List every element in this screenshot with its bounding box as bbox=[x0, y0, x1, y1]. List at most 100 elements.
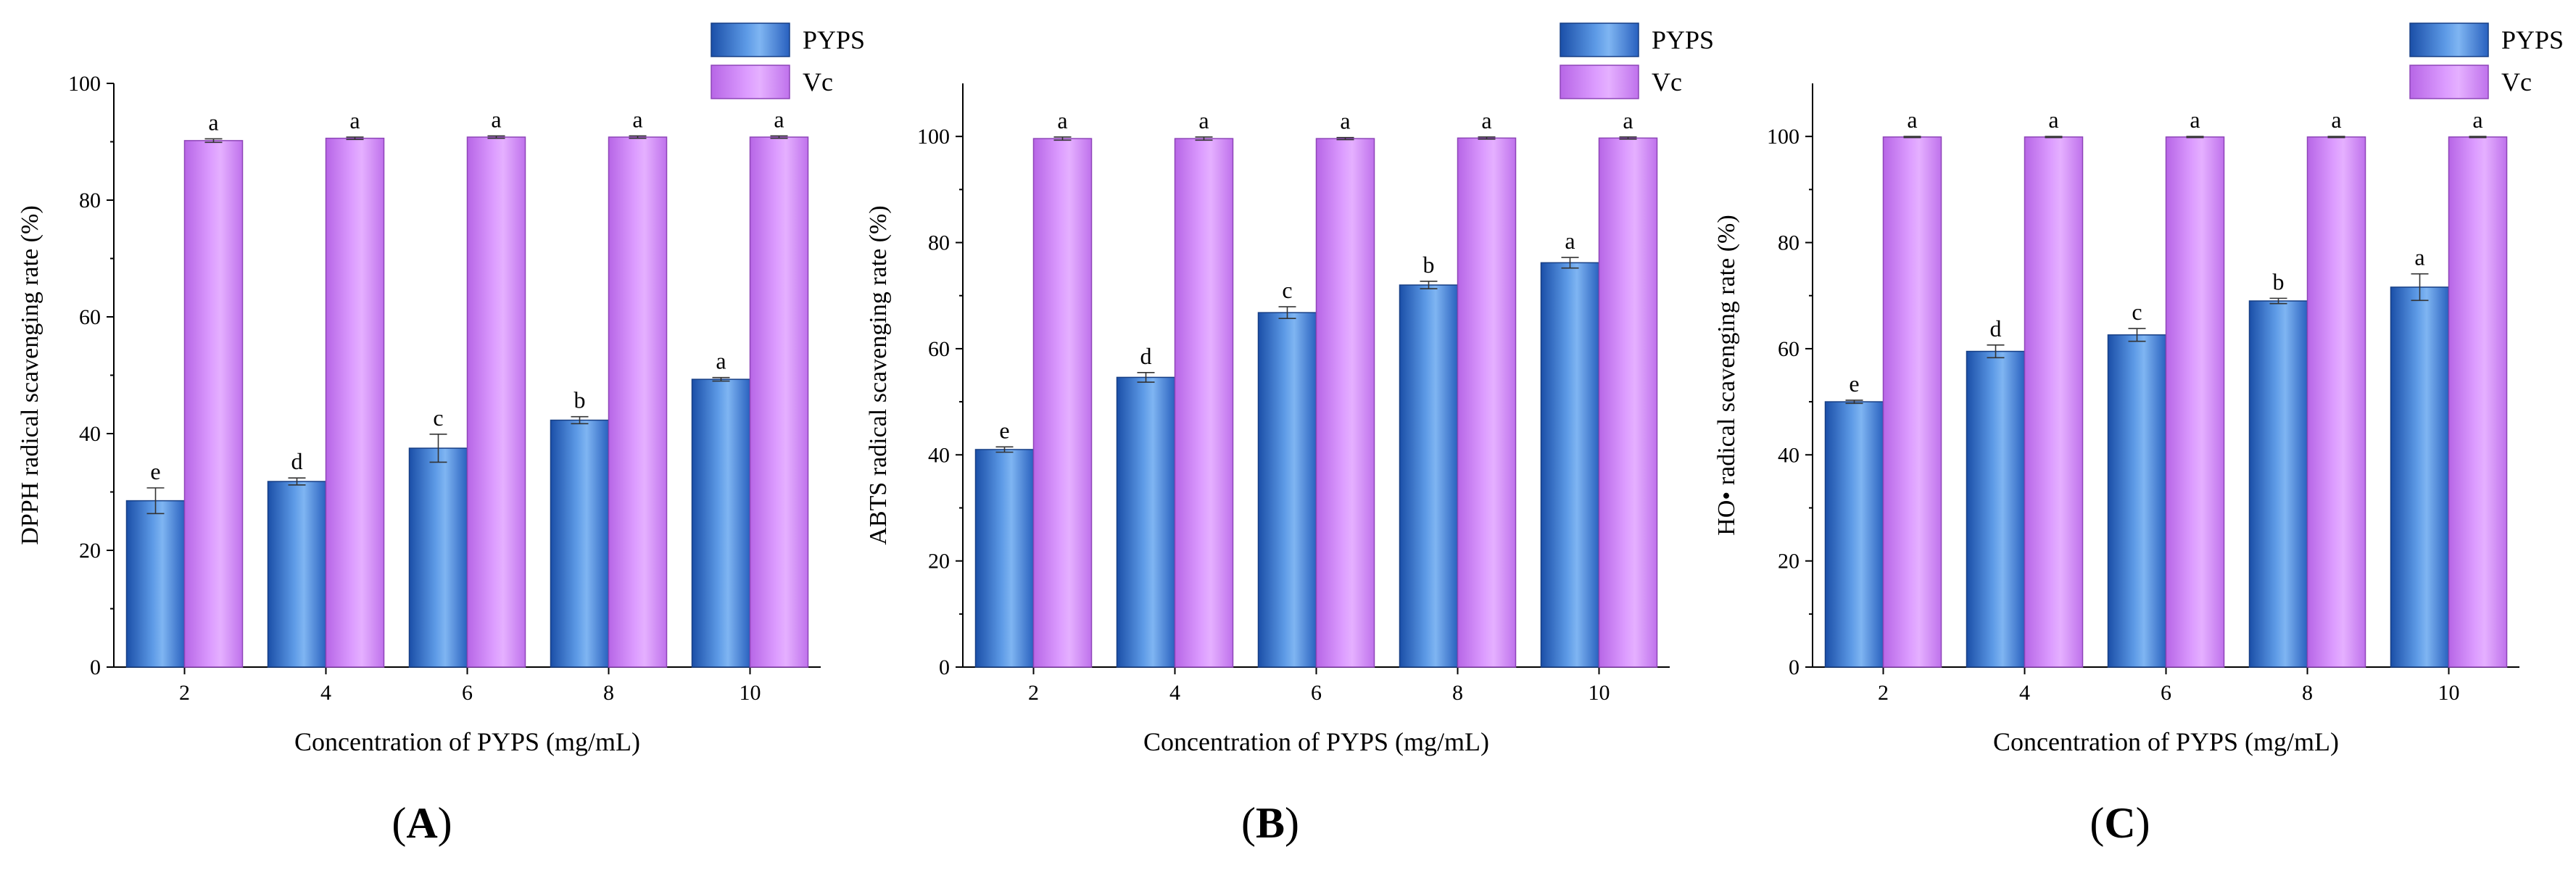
error-bar bbox=[204, 138, 223, 144]
y-tick-label: 100 bbox=[1767, 125, 1800, 149]
significance-letter: a bbox=[2190, 107, 2200, 133]
x-tick-label: 2 bbox=[1878, 681, 1889, 705]
x-tick-label: 10 bbox=[1589, 681, 1610, 705]
error-bar bbox=[1278, 306, 1296, 319]
error-bar bbox=[629, 135, 647, 139]
x-axis-title: Concentration of PYPS (mg/mL) bbox=[1993, 727, 2339, 756]
y-tick-label: 40 bbox=[1778, 443, 1800, 467]
x-tick-label: 8 bbox=[1452, 681, 1463, 705]
bar-pyps bbox=[125, 500, 186, 668]
x-tick-label: 6 bbox=[462, 681, 473, 705]
significance-letter: d bbox=[1990, 315, 2002, 342]
error-bar bbox=[1987, 344, 2005, 359]
significance-letter: a bbox=[491, 106, 501, 132]
bar-pyps bbox=[267, 481, 327, 668]
error-bar bbox=[1420, 281, 1438, 290]
error-bar bbox=[2411, 273, 2429, 302]
legend-swatch-pyps bbox=[711, 22, 790, 57]
y-tick-label: 60 bbox=[928, 337, 950, 361]
error-bar bbox=[712, 376, 730, 382]
legend-swatch-vc bbox=[2409, 65, 2489, 99]
significance-letter: a bbox=[1340, 108, 1350, 134]
bar-vc bbox=[1598, 137, 1658, 668]
y-tick-label: 0 bbox=[90, 655, 101, 679]
error-bar bbox=[146, 487, 165, 515]
significance-letter: b bbox=[1423, 252, 1435, 278]
panel-label: (B) bbox=[1241, 799, 1299, 847]
bar-pyps bbox=[2248, 300, 2308, 668]
y-tick-label: 100 bbox=[68, 72, 101, 96]
legend-label-vc: Vc bbox=[803, 67, 833, 96]
x-tick-label: 2 bbox=[179, 681, 190, 705]
panel-label-open-paren: ( bbox=[392, 799, 406, 847]
bar-vc bbox=[1174, 138, 1234, 668]
panel-label-letter: B bbox=[1256, 799, 1285, 847]
x-tick-label: 10 bbox=[2438, 681, 2460, 705]
x-axis-title: Concentration of PYPS (mg/mL) bbox=[294, 727, 640, 756]
panel-label-open-paren: ( bbox=[2090, 799, 2104, 847]
error-bar bbox=[2469, 136, 2487, 138]
y-axis-title: ABTS radical scavenging rate (%) bbox=[865, 205, 892, 545]
legend-label-vc: Vc bbox=[1652, 67, 1682, 96]
chart-panel-a: 0 20 40 60 80 100 2 e a 4 d a 6 c a 8 b a 10 a a Concentratio… bbox=[17, 22, 865, 847]
bar-pyps bbox=[2390, 286, 2450, 668]
bar-vc bbox=[2306, 136, 2366, 668]
y-tick-label: 0 bbox=[1789, 655, 1800, 679]
y-tick-label: 80 bbox=[928, 231, 950, 255]
error-bar bbox=[1561, 257, 1579, 269]
error-bar bbox=[2045, 136, 2063, 138]
panel-label-letter: C bbox=[2104, 799, 2135, 847]
legend-label-pyps: PYPS bbox=[803, 25, 865, 54]
bar-pyps bbox=[1966, 350, 2026, 668]
significance-letter: c bbox=[2132, 299, 2142, 325]
bar-pyps bbox=[408, 447, 468, 668]
y-axis-title: DPPH radical scavenging rate (%) bbox=[17, 205, 44, 545]
legend-label-pyps: PYPS bbox=[2501, 25, 2564, 54]
chart-panel-c: 0 20 40 60 80 100 2 e a 4 d a 6 c a 8 b a 10 a a Concentratio… bbox=[1713, 22, 2564, 847]
error-bar bbox=[346, 136, 364, 141]
legend-label-pyps: PYPS bbox=[1652, 25, 1714, 54]
x-tick-label: 4 bbox=[1169, 681, 1180, 705]
significance-letter: c bbox=[433, 405, 443, 431]
y-tick-label: 40 bbox=[928, 443, 950, 467]
bar-vc bbox=[749, 136, 809, 668]
error-bar bbox=[571, 415, 589, 425]
panel-label: (C) bbox=[2090, 799, 2150, 847]
significance-letter: a bbox=[716, 348, 726, 374]
bar-vc bbox=[2165, 136, 2225, 668]
error-bar bbox=[1137, 372, 1155, 383]
y-tick-label: 60 bbox=[79, 305, 101, 329]
y-tick-label: 20 bbox=[1778, 550, 1800, 574]
chart-panel-b: 0 20 40 60 80 100 2 e a 4 d a 6 c a 8 b a 10 a a Concentratio… bbox=[865, 22, 1714, 847]
significance-letter: a bbox=[1623, 107, 1633, 133]
significance-letter: a bbox=[1907, 107, 1917, 133]
legend-swatch-pyps bbox=[1560, 22, 1639, 57]
error-bar bbox=[1195, 136, 1213, 141]
error-bar bbox=[2327, 136, 2345, 138]
significance-letter: a bbox=[2331, 107, 2341, 133]
panel-label: (A) bbox=[392, 799, 452, 847]
bar-pyps bbox=[691, 378, 751, 668]
legend-swatch-vc bbox=[1560, 65, 1639, 99]
legend-swatch-vc bbox=[711, 65, 790, 99]
bar-pyps bbox=[1257, 312, 1317, 668]
significance-letter: e bbox=[1849, 371, 1859, 397]
bar-pyps bbox=[550, 419, 610, 668]
panel-label-close-paren: ) bbox=[2136, 799, 2150, 847]
x-tick-label: 6 bbox=[2161, 681, 2171, 705]
bar-vc bbox=[2024, 136, 2084, 668]
bar-pyps bbox=[1824, 401, 1884, 668]
y-tick-label: 60 bbox=[1778, 337, 1800, 361]
significance-letter: c bbox=[1282, 277, 1292, 303]
legend: PYPS Vc bbox=[711, 22, 865, 99]
error-bar bbox=[770, 135, 788, 139]
significance-letter: d bbox=[291, 448, 303, 474]
legend: PYPS Vc bbox=[2409, 22, 2564, 99]
bar-vc bbox=[1882, 136, 1942, 668]
panel-label-close-paren: ) bbox=[1285, 799, 1299, 847]
significance-letter: a bbox=[208, 109, 218, 135]
significance-letter: e bbox=[150, 458, 160, 484]
bar-vc bbox=[183, 140, 244, 668]
legend: PYPS Vc bbox=[1560, 22, 1714, 99]
error-bar bbox=[1619, 136, 1637, 140]
